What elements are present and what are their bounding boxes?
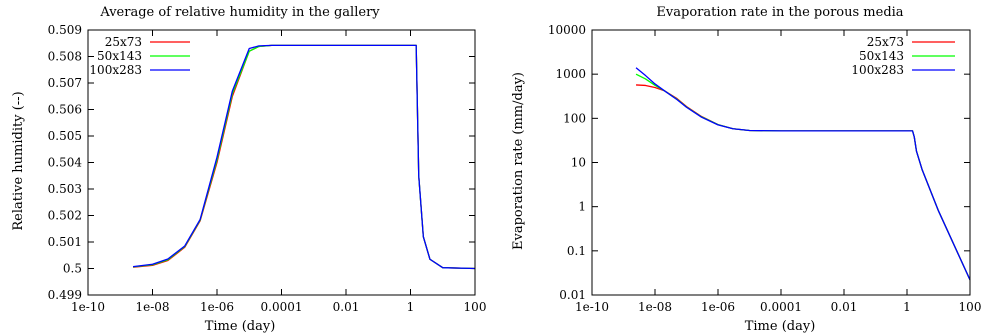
y-tick-label: 0.501 bbox=[48, 235, 82, 249]
y-tick-label: 1000 bbox=[555, 67, 586, 81]
y-axis-label: Relative humidity (--) bbox=[11, 91, 26, 230]
plot-frame bbox=[87, 29, 476, 296]
y-tick-label: 0.503 bbox=[48, 182, 82, 196]
x-tick-label: 1 bbox=[903, 300, 911, 314]
humidity-chart: Average of relative humidity in the gall… bbox=[11, 5, 486, 334]
y-tick-label: 0.1 bbox=[567, 244, 586, 258]
y-tick-label: 0.5 bbox=[63, 262, 82, 276]
x-axis-ticks: 1e-10 1e-08 1e-06 0.0001 0.01 1 100 bbox=[71, 30, 486, 314]
legend-label: 25x73 bbox=[867, 35, 904, 49]
legend-label: 25x73 bbox=[105, 35, 142, 49]
series-line-100x283 bbox=[635, 67, 971, 281]
legend-label: 100x283 bbox=[851, 63, 904, 77]
x-tick-label: 100 bbox=[464, 300, 487, 314]
evaporation-chart: Evaporation rate in the porous media Tim… bbox=[511, 5, 981, 334]
x-tick-label: 1e-10 bbox=[71, 300, 105, 314]
y-axis-ticks: 0.499 0.5 0.501 0.502 0.503 0.504 0.505 0.506 0.… bbox=[48, 23, 475, 302]
chart-title: Evaporation rate in the porous media bbox=[656, 5, 903, 20]
y-tick-label: 0.499 bbox=[48, 288, 82, 302]
x-tick-label: 100 bbox=[959, 300, 982, 314]
legend-label: 100x283 bbox=[89, 63, 142, 77]
y-tick-label: 0.505 bbox=[48, 129, 82, 143]
x-tick-label: 1e-06 bbox=[701, 300, 735, 314]
legend-label: 50x143 bbox=[859, 49, 904, 63]
x-axis-label: Time (day) bbox=[745, 319, 816, 334]
legend-label: 50x143 bbox=[97, 49, 142, 63]
x-tick-label: 0.0001 bbox=[261, 300, 303, 314]
x-tick-label: 0.01 bbox=[333, 300, 360, 314]
x-axis-label: Time (day) bbox=[205, 319, 276, 334]
series-lines bbox=[133, 44, 476, 270]
x-tick-label: 1e-06 bbox=[200, 300, 234, 314]
x-axis-ticks: 1e-10 1e-08 1e-06 0.0001 0.01 1 100 bbox=[575, 30, 981, 314]
y-tick-label: 0.507 bbox=[48, 76, 82, 90]
y-tick-label: 100 bbox=[563, 111, 586, 125]
x-tick-label: 0.01 bbox=[831, 300, 858, 314]
y-tick-label: 10000 bbox=[548, 23, 586, 37]
x-tick-label: 1e-08 bbox=[638, 300, 672, 314]
x-tick-label: 1e-08 bbox=[135, 300, 169, 314]
series-line-100x283 bbox=[133, 44, 476, 270]
x-tick-label: 1e-10 bbox=[575, 300, 609, 314]
chart-title: Average of relative humidity in the gall… bbox=[99, 5, 380, 20]
y-axis-label: Evaporation rate (mm/day) bbox=[511, 72, 526, 250]
y-tick-label: 0.506 bbox=[48, 103, 82, 117]
x-tick-label: 0.0001 bbox=[760, 300, 802, 314]
y-tick-label: 0.508 bbox=[48, 50, 82, 64]
x-tick-label: 1 bbox=[407, 300, 415, 314]
y-tick-label: 0.01 bbox=[559, 288, 586, 302]
y-axis-ticks: 0.01 0.1 1 10 100 1000 10000 bbox=[548, 23, 970, 302]
y-tick-label: 0.502 bbox=[48, 209, 82, 223]
series-lines bbox=[635, 67, 971, 281]
y-tick-label: 10 bbox=[571, 156, 586, 170]
plot-frame bbox=[591, 29, 971, 296]
y-tick-label: 0.509 bbox=[48, 23, 82, 37]
y-tick-label: 1 bbox=[578, 200, 586, 214]
series-line-50x143 bbox=[635, 73, 971, 281]
series-line-25x73 bbox=[636, 84, 971, 281]
y-tick-label: 0.504 bbox=[48, 156, 83, 170]
